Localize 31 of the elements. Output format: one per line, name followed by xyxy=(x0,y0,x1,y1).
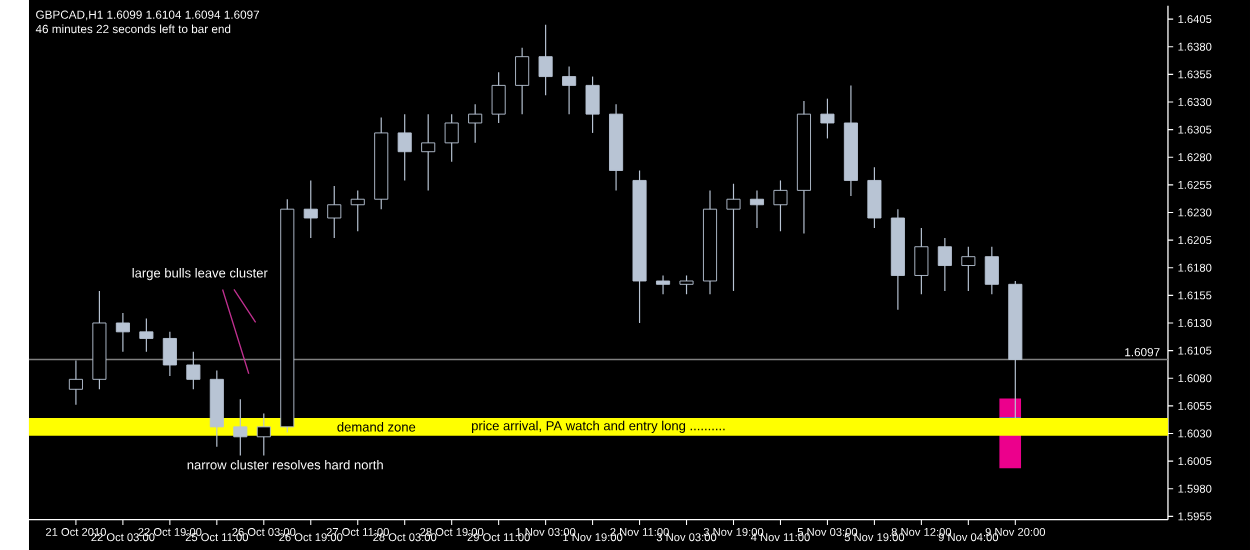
candlestick xyxy=(327,184,342,239)
candlestick xyxy=(726,182,741,292)
candlestick xyxy=(679,274,694,295)
candlestick xyxy=(914,226,929,295)
candlestick xyxy=(350,189,365,232)
candlestick xyxy=(139,317,154,352)
candlestick xyxy=(68,359,83,405)
candlestick xyxy=(585,75,600,134)
candlestick xyxy=(444,113,459,162)
candlestick xyxy=(303,179,318,239)
candlestick xyxy=(468,103,483,143)
candlestick xyxy=(656,274,671,295)
candlestick xyxy=(162,330,177,377)
candlestick xyxy=(397,113,412,181)
candlestick xyxy=(233,398,248,456)
candlestick xyxy=(773,179,788,232)
candlestick xyxy=(937,236,952,292)
candlestick xyxy=(867,166,882,229)
candlestick xyxy=(538,23,553,96)
candlestick xyxy=(961,245,976,292)
candlestick xyxy=(256,412,271,456)
candlestick xyxy=(186,350,201,390)
candlestick xyxy=(984,245,999,295)
candlestick xyxy=(562,65,577,115)
candlestick xyxy=(749,189,765,229)
candlestick xyxy=(820,97,835,139)
candlestick xyxy=(209,369,224,447)
candlestick xyxy=(491,71,506,124)
candlestick xyxy=(421,113,436,191)
candlestick xyxy=(515,46,530,115)
candlestick xyxy=(115,311,130,352)
